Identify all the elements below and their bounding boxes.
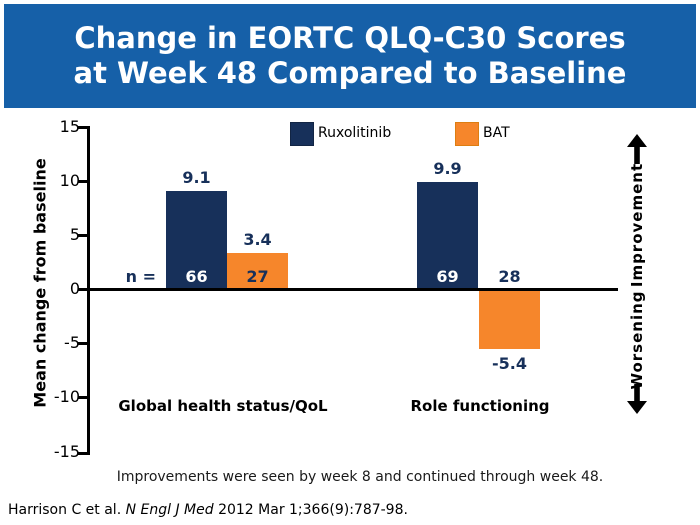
y-tick: [78, 234, 88, 237]
y-tick-label: -5: [64, 333, 80, 352]
y-tick: [78, 126, 88, 129]
legend-label-bat: BAT: [483, 125, 510, 141]
citation-suffix: 2012 Mar 1;366(9):787-98.: [213, 502, 408, 518]
category-label-global-health: Global health status/QoL: [118, 397, 328, 415]
legend-label-ruxolitinib: Ruxolitinib: [318, 125, 392, 141]
value-label-ruxolitinib-global-health: 9.1: [182, 168, 211, 187]
legend-swatch-ruxolitinib: [290, 122, 314, 146]
title-banner: Change in EORTC QLQ-C30 Scores at Week 4…: [4, 4, 696, 108]
legend-swatch-bat: [455, 122, 479, 146]
bar-bat-role-functioning: [479, 291, 540, 350]
improvement-arrow-up-icon: [627, 134, 647, 164]
y-tick-label: -15: [53, 442, 80, 461]
page-title-line-1: Change in EORTC QLQ-C30 Scores: [74, 21, 626, 55]
citation-prefix: Harrison C et al.: [8, 502, 126, 518]
category-label-role-functioning: Role functioning: [410, 397, 550, 415]
value-label-bat-global-health: 3.4: [243, 230, 272, 249]
zero-baseline: [87, 288, 618, 291]
n-ruxolitinib-global-health: 66: [185, 267, 208, 286]
n-bat-role-functioning: 28: [498, 267, 521, 286]
y-tick-label: 10: [59, 171, 80, 190]
y-tick-label: 0: [69, 279, 80, 298]
n-ruxolitinib-role-functioning: 69: [436, 267, 459, 286]
worsening-arrow-down-icon: [627, 384, 647, 414]
bar-bat-global-health: [227, 252, 288, 290]
n-equals-label: n =: [125, 267, 156, 286]
y-tick: [78, 180, 88, 183]
n-bat-global-health: 27: [246, 267, 269, 286]
y-tick: [78, 288, 88, 291]
bar-ruxolitinib-role-functioning: [417, 182, 478, 290]
y-tick: [78, 396, 88, 399]
y-tick: [78, 452, 88, 455]
y-tick-label: -10: [53, 387, 80, 406]
citation: Harrison C et al. N Engl J Med 2012 Mar …: [8, 502, 408, 518]
footnote: Improvements were seen by week 8 and con…: [116, 469, 604, 485]
y-tick-label: 15: [59, 117, 80, 136]
bar-ruxolitinib-global-health: [166, 190, 227, 290]
y-tick: [78, 342, 88, 345]
value-label-bat-role-functioning: -5.4: [492, 354, 527, 373]
page-title-line-2: at Week 48 Compared to Baseline: [73, 56, 627, 90]
citation-journal: N Engl J Med: [125, 502, 214, 518]
y-tick-label: 5: [69, 225, 80, 244]
value-label-ruxolitinib-role-functioning: 9.9: [433, 159, 462, 178]
